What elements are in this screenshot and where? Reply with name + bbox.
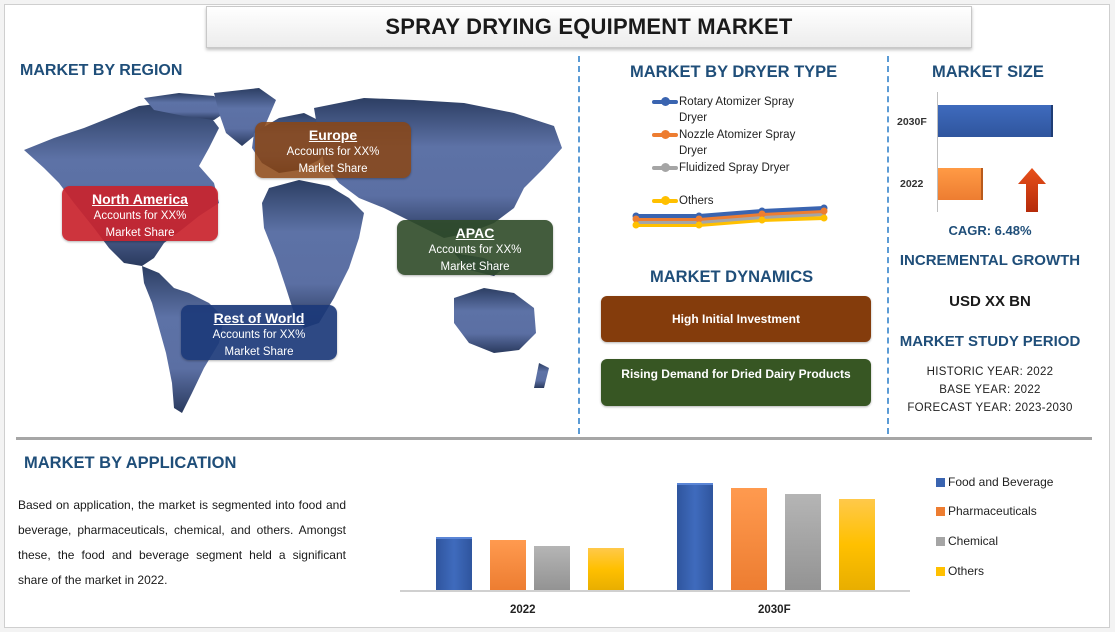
bar-2030-food-beverage <box>677 483 713 590</box>
incremental-growth-value: USD XX BN <box>949 293 1031 310</box>
legend-label: Nozzle Atomizer Spray Dryer <box>679 129 796 157</box>
region-share-text: Accounts for XX% <box>212 329 306 341</box>
market-size-bar-2022 <box>938 168 983 200</box>
historic-year: HISTORIC YEAR: 2022 <box>926 366 1054 378</box>
legend-label: Fluidized Spray Dryer <box>679 162 790 174</box>
application-description: Based on application, the market is segm… <box>18 498 346 587</box>
title-banner: SPRAY DRYING EQUIPMENT MARKET <box>206 6 972 48</box>
bar-2022-chemical <box>534 546 570 590</box>
legend-marker-icon <box>661 130 670 139</box>
region-name: Europe <box>308 127 358 143</box>
legend-swatch <box>936 507 945 516</box>
bar-2030-others <box>839 499 875 590</box>
region-share-text: Accounts for XX% <box>93 210 187 222</box>
legend-label: Rotary Atomizer Spray Dryer <box>679 96 795 124</box>
market-size-section-title: MARKET SIZE <box>932 63 1044 81</box>
region-share-label: Market Share <box>224 346 294 358</box>
market-size-axis <box>937 92 938 212</box>
legend-item-chemical: Chemical <box>936 534 998 548</box>
growth-arrow-icon <box>1018 168 1046 212</box>
region-name: North America <box>92 191 188 207</box>
application-bar-chart <box>400 470 910 592</box>
dynamics-item-driver: Rising Demand for Dried Dairy Products <box>601 359 871 406</box>
market-size-label-2022: 2022 <box>900 178 924 190</box>
incremental-growth-title: INCREMENTAL GROWTH <box>899 252 1081 269</box>
bar-2022-others <box>588 548 624 590</box>
application-section-title: MARKET BY APPLICATION <box>24 454 237 472</box>
dynamics-item-restraint: High Initial Investment <box>601 296 871 342</box>
region-box-apac: APAC Accounts for XX% Market Share <box>397 220 553 275</box>
divider-right <box>887 56 889 434</box>
legend-label: Pharmaceuticals <box>948 504 1037 518</box>
region-box-europe: Europe Accounts for XX% Market Share <box>255 122 411 178</box>
bar-2022-pharmaceuticals <box>490 540 526 590</box>
legend-label: Chemical <box>948 534 999 548</box>
market-size-bar-2030 <box>938 105 1053 137</box>
legend-marker-icon <box>661 163 670 172</box>
bar-2022-food-beverage <box>436 537 472 590</box>
legend-label: Food and Beverage <box>948 475 1054 489</box>
legend-marker-icon <box>661 97 670 106</box>
region-section-title: MARKET BY REGION <box>20 62 183 79</box>
region-share-label: Market Share <box>105 227 175 239</box>
region-box-north-america: North America Accounts for XX% Market Sh… <box>62 186 218 241</box>
legend-item-food-beverage: Food and Beverage <box>936 475 1053 489</box>
legend-marker-icon <box>661 196 670 205</box>
bar-2030-chemical <box>785 494 821 590</box>
region-name: APAC <box>455 225 495 241</box>
dryer-type-section-title: MARKET BY DRYER TYPE <box>630 63 838 81</box>
legend-item-nozzle: Nozzle Atomizer Spray Dryer <box>652 127 819 159</box>
x-axis-label-2030: 2030F <box>758 604 791 616</box>
legend-item-rotary: Rotary Atomizer Spray Dryer <box>652 94 819 126</box>
legend-item-others: Others <box>936 564 984 578</box>
legend-swatch <box>936 567 945 576</box>
region-share-text: Accounts for XX% <box>428 244 522 256</box>
chart-x-axis <box>400 590 910 592</box>
region-name: Rest of World <box>213 310 305 326</box>
legend-label: Others <box>948 564 985 578</box>
base-year: BASE YEAR: 2022 <box>939 384 1041 396</box>
market-size-label-2030: 2030F <box>897 116 927 128</box>
legend-item-fluidized: Fluidized Spray Dryer <box>652 160 839 176</box>
divider-left <box>578 56 580 434</box>
legend-item-pharmaceuticals: Pharmaceuticals <box>936 504 1037 518</box>
bar-2030-pharmaceuticals <box>731 488 767 590</box>
cagr-value: CAGR: 6.48% <box>948 223 1032 238</box>
study-period-title: MARKET STUDY PERIOD <box>899 333 1081 350</box>
legend-swatch <box>936 478 945 487</box>
region-share-text: Accounts for XX% <box>286 146 380 158</box>
legend-label: Others <box>679 195 714 207</box>
dynamics-section-title: MARKET DYNAMICS <box>650 268 814 286</box>
page-title: SPRAY DRYING EQUIPMENT MARKET <box>385 14 793 39</box>
region-box-rest-of-world: Rest of World Accounts for XX% Market Sh… <box>181 305 337 360</box>
region-share-label: Market Share <box>298 163 368 175</box>
legend-swatch <box>936 537 945 546</box>
x-axis-label-2022: 2022 <box>510 604 536 616</box>
forecast-year: FORECAST YEAR: 2023-2030 <box>907 402 1073 414</box>
dryer-type-line-chart <box>632 204 828 229</box>
divider-horizontal <box>16 437 1092 440</box>
region-share-label: Market Share <box>440 261 510 273</box>
legend-item-others: Others <box>652 193 819 209</box>
